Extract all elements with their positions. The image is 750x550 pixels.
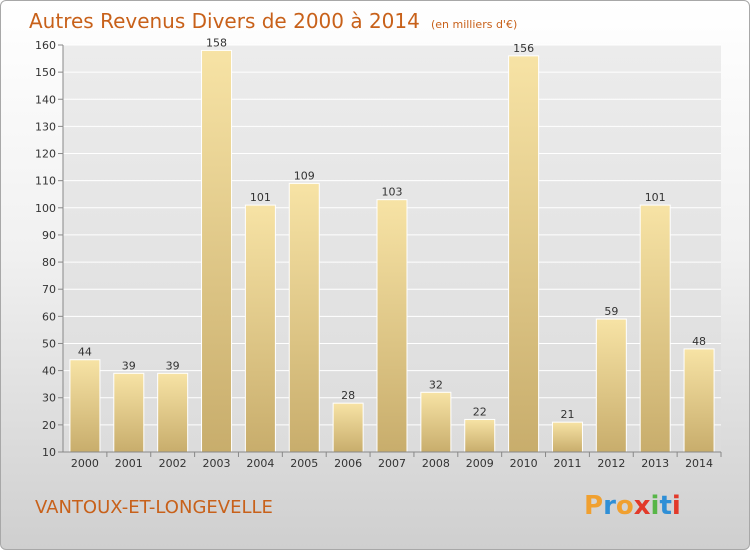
y-tick-label: 40	[42, 365, 56, 378]
x-tick-label-2009: 2009	[466, 457, 494, 470]
logo-letter: r	[603, 491, 616, 521]
y-tick-label: 150	[35, 66, 56, 79]
y-tick-label: 160	[35, 39, 56, 52]
bar-2012	[595, 318, 627, 453]
x-tick-label-2001: 2001	[115, 457, 143, 470]
data-label-2006: 28	[341, 389, 355, 402]
place-name: VANTOUX-ET-LONGEVELLE	[35, 497, 273, 518]
data-label-2012: 59	[604, 305, 618, 318]
bar-2000	[69, 359, 101, 453]
bar-2002	[157, 372, 189, 453]
x-tick-label-2006: 2006	[334, 457, 362, 470]
y-tick-label: 30	[42, 392, 56, 405]
bar-2003	[201, 49, 233, 453]
data-label-2007: 103	[382, 186, 403, 199]
data-label-2010: 156	[513, 42, 534, 55]
y-axis: 10 20 30 40 50 60 70 80 90 100 110 120 130 140 150 160	[35, 39, 64, 459]
data-label-2001: 39	[122, 359, 136, 372]
y-tick-label: 50	[42, 337, 56, 350]
bar-2009	[464, 418, 496, 453]
bar-2001	[113, 372, 145, 453]
y-tick-label: 60	[42, 310, 56, 323]
logo-letter: t	[659, 491, 672, 521]
y-tick-label: 20	[42, 419, 56, 432]
x-tick-label-2000: 2000	[71, 457, 99, 470]
bar-2004	[244, 204, 276, 453]
logo-letter: P	[584, 491, 604, 521]
bar-2008	[420, 391, 452, 453]
y-tick-label: 10	[42, 446, 56, 459]
x-tick-label-2011: 2011	[553, 457, 581, 470]
bar-2005	[288, 182, 320, 453]
data-label-2014: 48	[692, 335, 706, 348]
data-label-2011: 21	[560, 408, 574, 421]
x-tick-label-2003: 2003	[203, 457, 231, 470]
data-label-2003: 158	[206, 36, 227, 49]
x-tick-label-2012: 2012	[597, 457, 625, 470]
y-tick-label: 70	[42, 283, 56, 296]
chart-title-block: Autres Revenus Divers de 2000 à 2014 (en…	[29, 9, 517, 33]
chart-subtitle: (en milliers d'€)	[430, 18, 518, 31]
data-label-2004: 101	[250, 191, 271, 204]
y-tick-label: 110	[35, 175, 56, 188]
logo-letter: o	[615, 491, 634, 521]
x-tick-label-2007: 2007	[378, 457, 406, 470]
x-axis: 2000 2001 2002 2003 2004 2005 2006 2007 2008 2009…	[63, 451, 722, 470]
x-tick-label-2002: 2002	[159, 457, 187, 470]
x-tick-label-2004: 2004	[246, 457, 274, 470]
proxiti-logo: Proxiti	[584, 491, 681, 521]
bar-2010	[508, 55, 540, 453]
x-tick-label-2010: 2010	[510, 457, 538, 470]
y-tick-label: 130	[35, 120, 56, 133]
data-label-2013: 101	[645, 191, 666, 204]
logo-letter: i	[650, 491, 660, 521]
x-tick-label-2008: 2008	[422, 457, 450, 470]
data-label-2008: 32	[429, 378, 443, 391]
y-tick-label: 120	[35, 148, 56, 161]
bar-2013	[639, 204, 671, 453]
data-label-2000: 44	[78, 346, 92, 359]
y-tick-label: 80	[42, 256, 56, 269]
y-tick-label: 140	[35, 93, 56, 106]
bar-2006	[332, 402, 364, 453]
bars	[69, 49, 715, 453]
data-label-2005: 109	[294, 169, 315, 182]
data-label-2009: 22	[473, 405, 487, 418]
data-label-2002: 39	[166, 359, 180, 372]
data-labels: 44 39 39 158 101 109 28 103 32 22 156 21 59 101 48	[78, 36, 706, 421]
chart-title: Autres Revenus Divers de 2000 à 2014	[29, 9, 420, 33]
x-tick-label-2013: 2013	[641, 457, 669, 470]
x-tick-label-2014: 2014	[685, 457, 713, 470]
bar-2007	[376, 199, 408, 453]
y-tick-label: 90	[42, 229, 56, 242]
x-tick-label-2005: 2005	[290, 457, 318, 470]
logo-letter: i	[671, 491, 681, 521]
y-tick-label: 100	[35, 202, 56, 215]
bar-2011	[551, 421, 583, 453]
bar-2014	[683, 348, 715, 453]
logo-letter: x	[633, 491, 651, 521]
